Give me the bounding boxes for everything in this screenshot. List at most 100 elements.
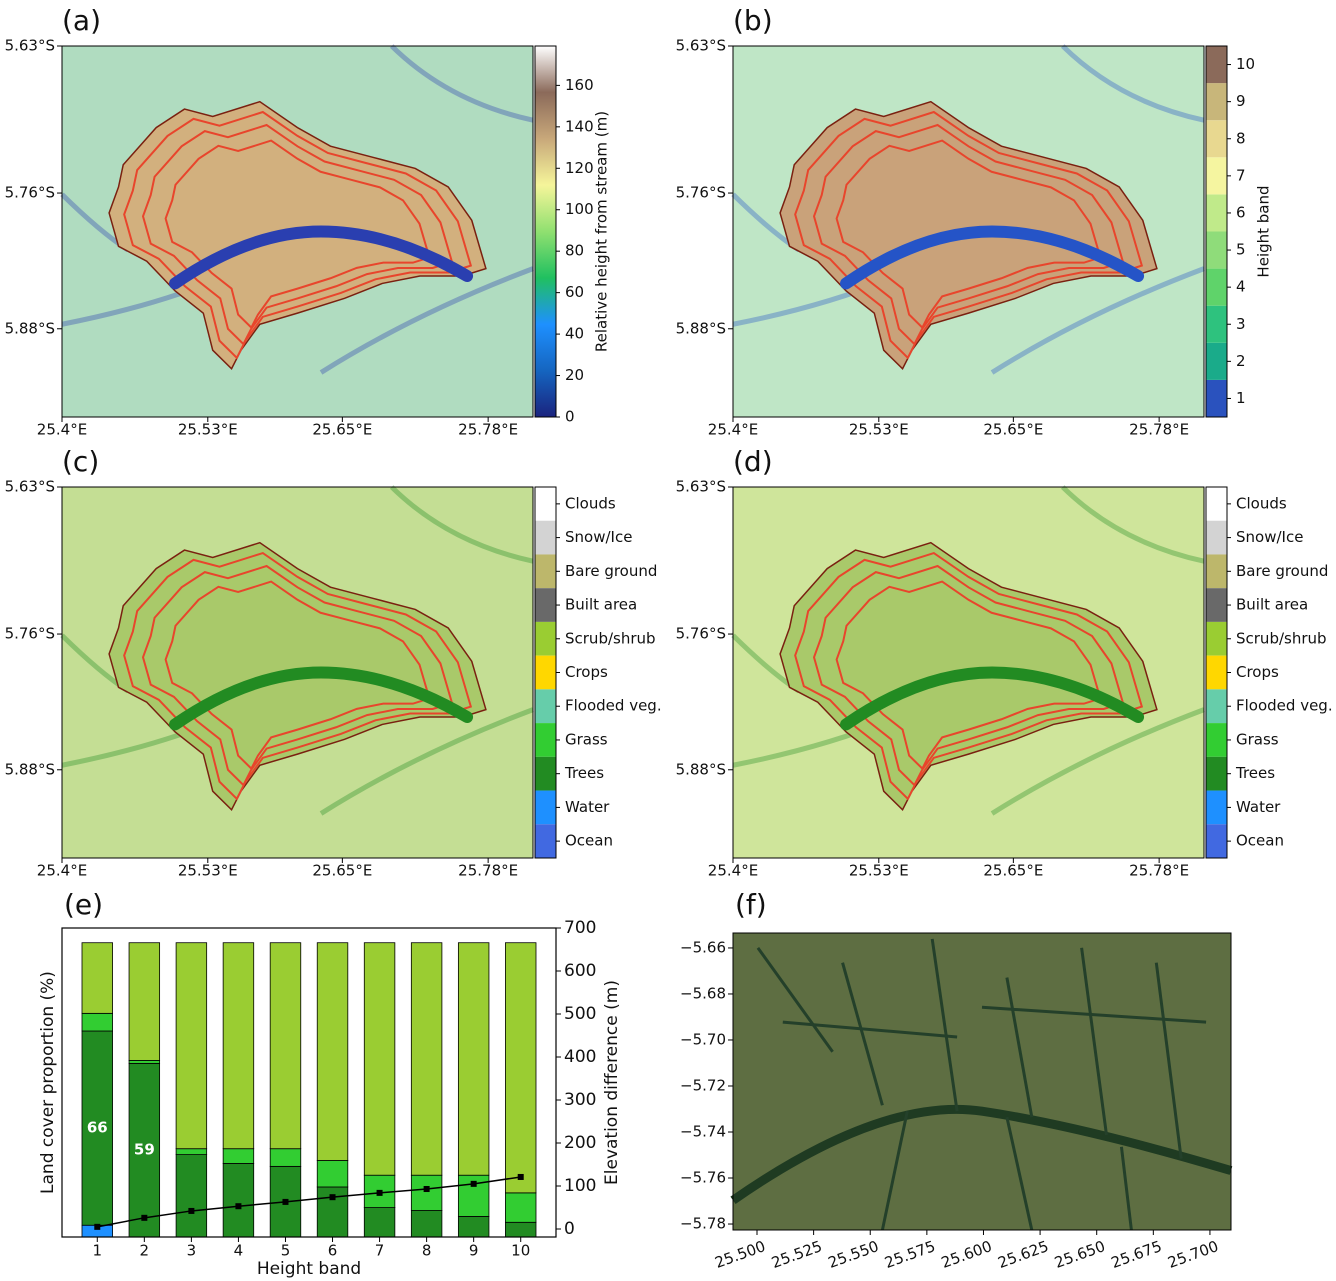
legend-swatch — [535, 723, 556, 757]
legend-swatch — [535, 588, 556, 622]
panel-label: (b) — [733, 4, 773, 37]
x-tick-label: 2 — [140, 1242, 150, 1260]
colorbar-tick-label: 120 — [565, 159, 594, 177]
colorbar-tick-label: 10 — [1236, 55, 1255, 73]
bar-segment — [223, 943, 254, 1149]
legend-label: Ocean — [565, 832, 613, 850]
bar-segment — [364, 1208, 395, 1237]
y2-tick-label: 400 — [564, 1047, 596, 1067]
x-tick-label: 7 — [375, 1242, 385, 1260]
satellite-image — [733, 933, 1231, 1230]
legend-swatch — [1206, 656, 1227, 690]
colorbar-tick-label: 8 — [1236, 129, 1246, 147]
legend-label: Bare ground — [1236, 562, 1328, 580]
colorbar-band — [1206, 46, 1227, 83]
bar-segment — [411, 943, 442, 1175]
colorbar-tick-label: 4 — [1236, 278, 1246, 296]
legend-swatch — [535, 656, 556, 690]
legend-label: Built area — [1236, 596, 1308, 614]
bar-segment — [317, 1160, 348, 1186]
colorbar-band — [1206, 343, 1227, 380]
legend-swatch — [1206, 588, 1227, 622]
line-marker — [377, 1190, 383, 1196]
line-marker — [424, 1186, 430, 1192]
y2-tick-label: 0 — [564, 1219, 575, 1239]
x-tick-label: 25.675 — [1109, 1237, 1164, 1272]
bar-segment — [176, 1155, 207, 1237]
x-tick-label: 25.78°E — [1129, 862, 1189, 880]
panel-label: (c) — [62, 445, 99, 478]
colorbar-band — [1206, 83, 1227, 120]
x-tick-label: 9 — [469, 1242, 479, 1260]
y-tick-label: −5.74 — [680, 1122, 726, 1140]
legend-label: Clouds — [565, 494, 616, 512]
x-tick-label: 25.53°E — [178, 421, 238, 439]
legend-swatch — [1206, 757, 1227, 791]
y2-axis-label: Elevation difference (m) — [602, 980, 622, 1185]
legend-label: Crops — [1236, 663, 1279, 681]
colorbar-tick-label: 40 — [565, 325, 584, 343]
x-tick-label: 25.500 — [712, 1237, 767, 1272]
colorbar-tick-label: 1 — [1236, 389, 1246, 407]
legend-label: Water — [565, 798, 610, 816]
y-tick-label: 5.76°S — [5, 184, 55, 202]
legend-swatch — [535, 521, 556, 555]
y-tick-label: 5.63°S — [5, 478, 55, 496]
bar-segment — [317, 943, 348, 1161]
line-marker — [235, 1203, 241, 1209]
bar-segment — [505, 943, 536, 1193]
colorbar-tick-label: 6 — [1236, 203, 1246, 221]
colorbar-tick-label: 5 — [1236, 241, 1246, 259]
x-tick-label: 25.700 — [1165, 1237, 1220, 1272]
y-tick-label: 5.76°S — [5, 625, 55, 643]
x-tick-label: 10 — [511, 1242, 530, 1260]
y-tick-label: 5.63°S — [5, 37, 55, 55]
y-tick-label: 5.76°S — [676, 625, 726, 643]
legend-label: Crops — [565, 663, 608, 681]
y-tick-label: 5.88°S — [5, 760, 55, 778]
legend-label: Bare ground — [565, 562, 657, 580]
x-tick-label: 25.65°E — [983, 862, 1043, 880]
x-tick-label: 25.4°E — [708, 862, 758, 880]
legend-swatch — [1206, 622, 1227, 656]
y-axis-label: Land cover proportion (%) — [38, 971, 58, 1194]
legend-label: Snow/Ice — [565, 528, 632, 546]
bar-segment — [270, 1149, 301, 1167]
x-tick-label: 8 — [422, 1242, 432, 1260]
line-marker — [330, 1194, 336, 1200]
legend-label: Flooded veg. — [565, 697, 662, 715]
colorbar-band — [1206, 232, 1227, 269]
x-tick-label: 5 — [281, 1242, 291, 1260]
colorbar-tick-label: 2 — [1236, 352, 1246, 370]
legend-swatch — [1206, 824, 1227, 858]
y-tick-label: 5.63°S — [676, 478, 726, 496]
x-tick-label: 25.65°E — [983, 421, 1043, 439]
x-axis-label: Height band — [257, 1259, 361, 1279]
x-tick-label: 4 — [234, 1242, 244, 1260]
y-tick-label: −5.72 — [680, 1076, 726, 1094]
y-tick-label: 5.88°S — [676, 319, 726, 337]
y-tick-label: −5.70 — [680, 1030, 726, 1048]
legend-swatch — [535, 689, 556, 723]
x-tick-label: 25.53°E — [849, 862, 909, 880]
legend-swatch — [1206, 723, 1227, 757]
x-tick-label: 25.575 — [882, 1237, 937, 1272]
y-tick-label: −5.68 — [680, 984, 726, 1002]
colorbar-tick-label: 80 — [565, 242, 584, 260]
colorbar-band — [1206, 120, 1227, 157]
y2-tick-label: 600 — [564, 961, 596, 981]
legend-swatch — [535, 824, 556, 858]
bar-segment — [458, 943, 489, 1175]
line-marker — [518, 1174, 524, 1180]
y-tick-label: 5.76°S — [676, 184, 726, 202]
y2-tick-label: 300 — [564, 1090, 596, 1110]
colorbar-tick-label: 140 — [565, 117, 594, 135]
x-tick-label: 25.78°E — [1129, 421, 1189, 439]
bar-segment — [411, 1211, 442, 1237]
bar-segment — [82, 943, 113, 1014]
y-tick-label: −5.66 — [680, 938, 726, 956]
x-tick-label: 25.650 — [1052, 1237, 1107, 1272]
legend-swatch — [535, 487, 556, 521]
x-tick-label: 25.78°E — [458, 421, 518, 439]
legend-label: Ocean — [1236, 832, 1284, 850]
